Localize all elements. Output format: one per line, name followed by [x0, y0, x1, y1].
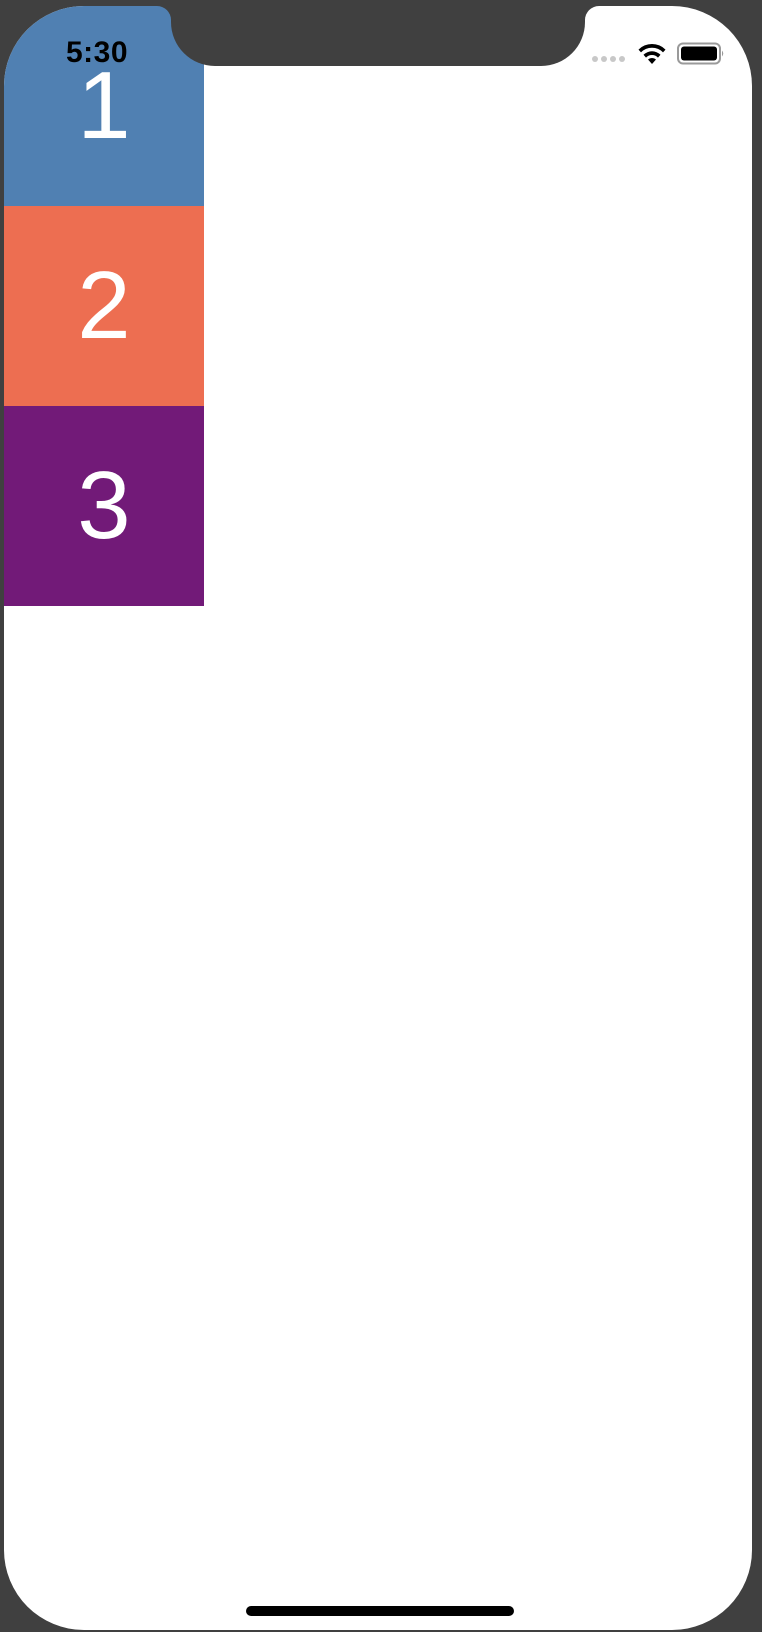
tile-2: 2: [4, 206, 204, 406]
status-time: 5:30: [66, 36, 129, 69]
tile-3: 3: [4, 406, 204, 606]
device-notch: [171, 6, 585, 66]
status-bar: 5:30: [4, 6, 752, 96]
battery-full-icon: [677, 42, 724, 65]
home-indicator[interactable]: [246, 1606, 514, 1616]
phone-screen: 1 2 3 5:30: [4, 6, 752, 1630]
tile-3-label: 3: [77, 452, 131, 559]
tile-1-label: 1: [77, 52, 131, 159]
cellular-dots-icon: [592, 56, 625, 62]
tile-1: 1: [4, 6, 204, 206]
tile-2-label: 2: [77, 252, 131, 359]
wifi-icon: [638, 43, 666, 64]
